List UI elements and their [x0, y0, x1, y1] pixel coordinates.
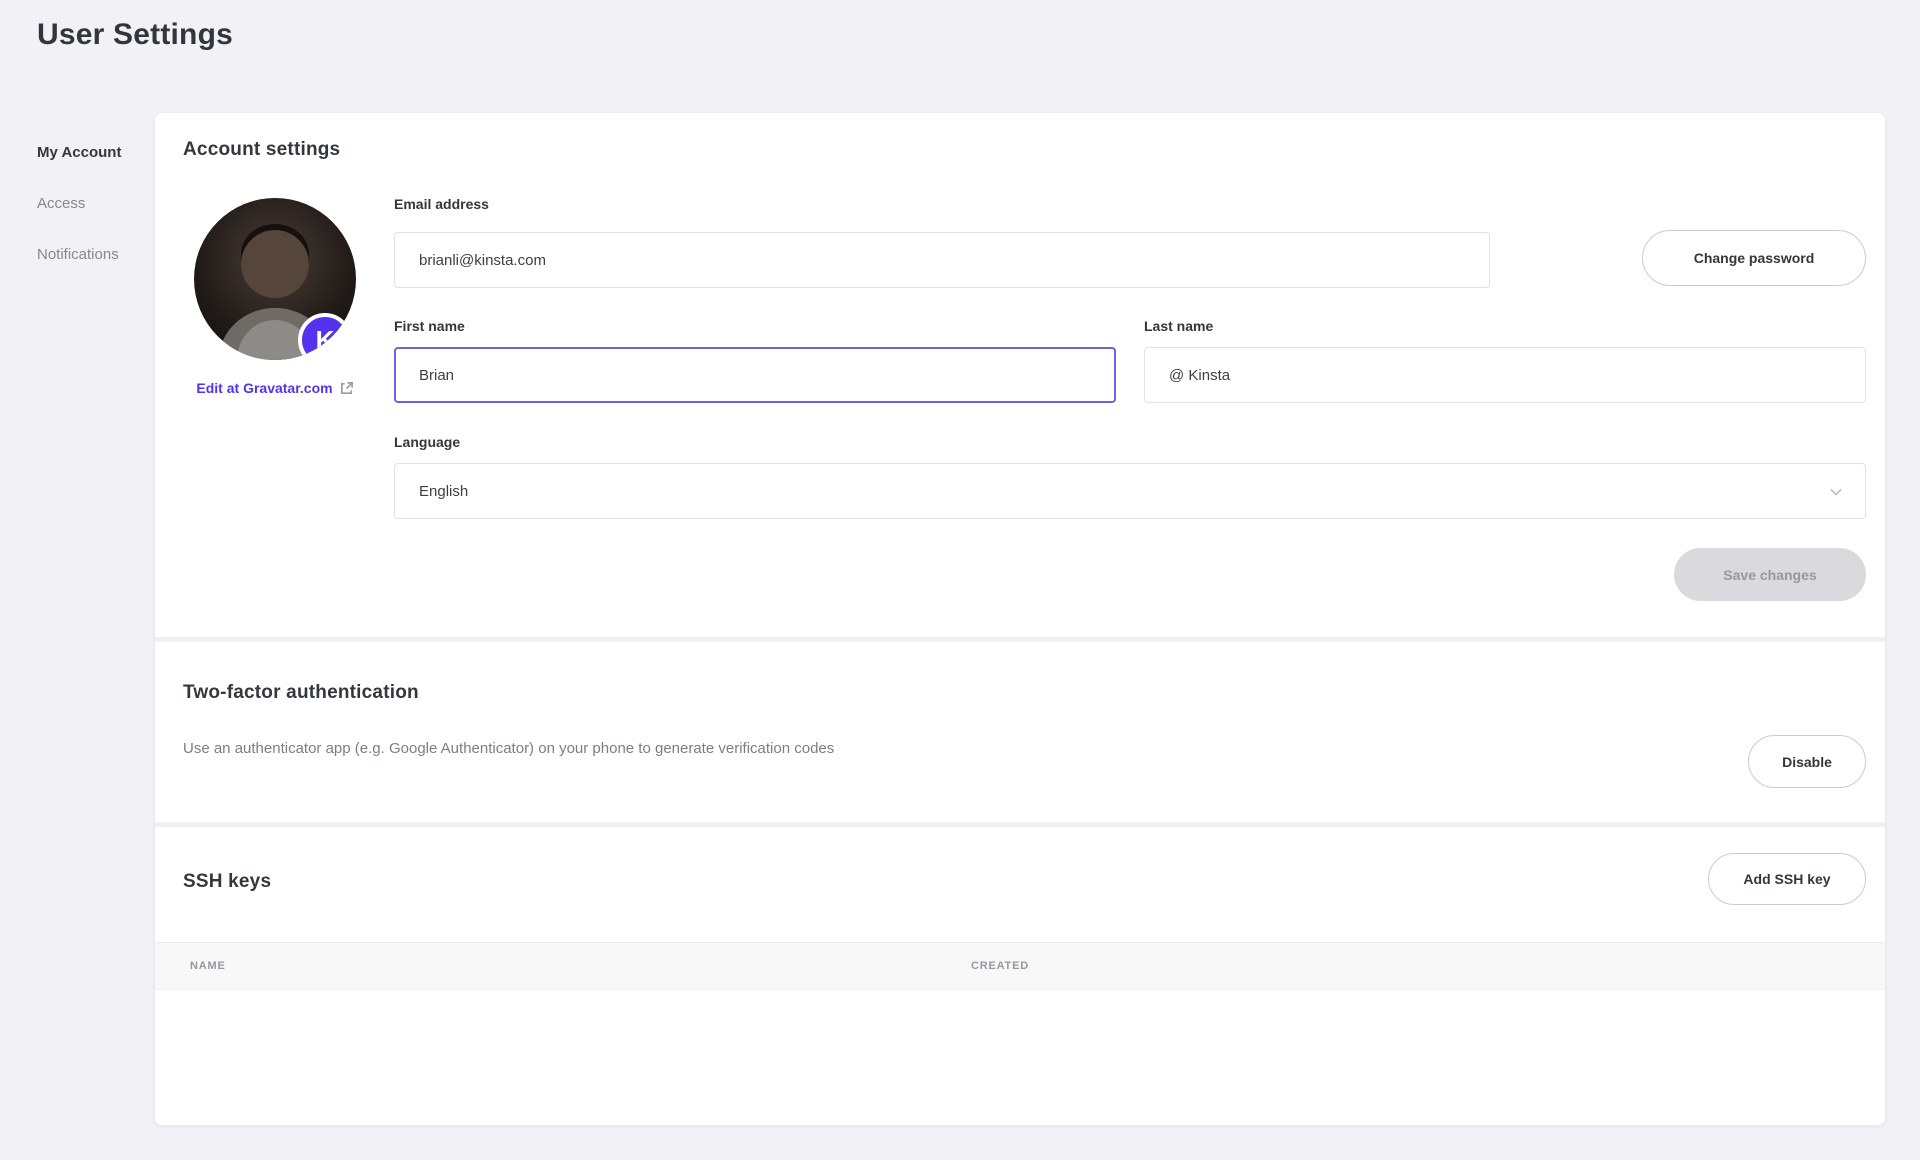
language-selected-value: English — [419, 482, 469, 500]
account-settings-heading: Account settings — [183, 139, 341, 160]
ssh-keys-section: SSH keys Add SSH key NAME CREATED — [155, 827, 1885, 1125]
ssh-table-column-name: NAME — [190, 960, 226, 972]
settings-card: Account settings K Edit at Gravatar.com — [155, 113, 1885, 1125]
account-settings-section: Account settings K Edit at Gravatar.com — [155, 113, 1885, 637]
first-name-label: First name — [394, 318, 465, 334]
language-label: Language — [394, 434, 461, 450]
section-divider — [155, 822, 1885, 827]
chevron-down-icon — [1830, 488, 1842, 496]
add-ssh-key-button[interactable]: Add SSH key — [1708, 853, 1866, 905]
account-form: Email address Change password First name… — [394, 113, 1866, 637]
avatar-block: K Edit at Gravatar.com — [194, 198, 356, 396]
sidebar-item-my-account[interactable]: My Account — [37, 144, 122, 161]
two-factor-heading: Two-factor authentication — [183, 682, 419, 703]
ssh-keys-heading: SSH keys — [183, 871, 272, 892]
sidebar-item-notifications[interactable]: Notifications — [37, 246, 119, 263]
settings-nav: My Account Access Notifications — [37, 142, 157, 295]
last-name-label: Last name — [1144, 318, 1214, 334]
avatar: K — [194, 198, 356, 360]
external-link-icon — [340, 381, 353, 394]
two-factor-section: Two-factor authentication Use an authent… — [155, 642, 1885, 822]
sidebar-item-access[interactable]: Access — [37, 195, 86, 212]
email-label: Email address — [394, 196, 489, 212]
section-divider — [155, 637, 1885, 642]
page-title: User Settings — [37, 18, 233, 51]
edit-gravatar-link[interactable]: Edit at Gravatar.com — [174, 380, 376, 396]
ssh-table-column-created: CREATED — [971, 960, 1029, 972]
ssh-table-header: NAME CREATED — [155, 942, 1885, 990]
save-changes-button[interactable]: Save changes — [1674, 548, 1866, 601]
change-password-button[interactable]: Change password — [1642, 230, 1866, 286]
kinsta-avatar-badge: K — [298, 313, 352, 360]
kinsta-badge-letter: K — [315, 324, 335, 355]
first-name-field[interactable] — [394, 347, 1116, 403]
email-field[interactable] — [394, 232, 1490, 288]
edit-gravatar-label: Edit at Gravatar.com — [196, 380, 333, 396]
last-name-field[interactable] — [1144, 347, 1866, 403]
two-factor-description: Use an authenticator app (e.g. Google Au… — [183, 740, 835, 757]
disable-2fa-button[interactable]: Disable — [1748, 735, 1866, 788]
language-select[interactable]: English — [394, 463, 1866, 519]
